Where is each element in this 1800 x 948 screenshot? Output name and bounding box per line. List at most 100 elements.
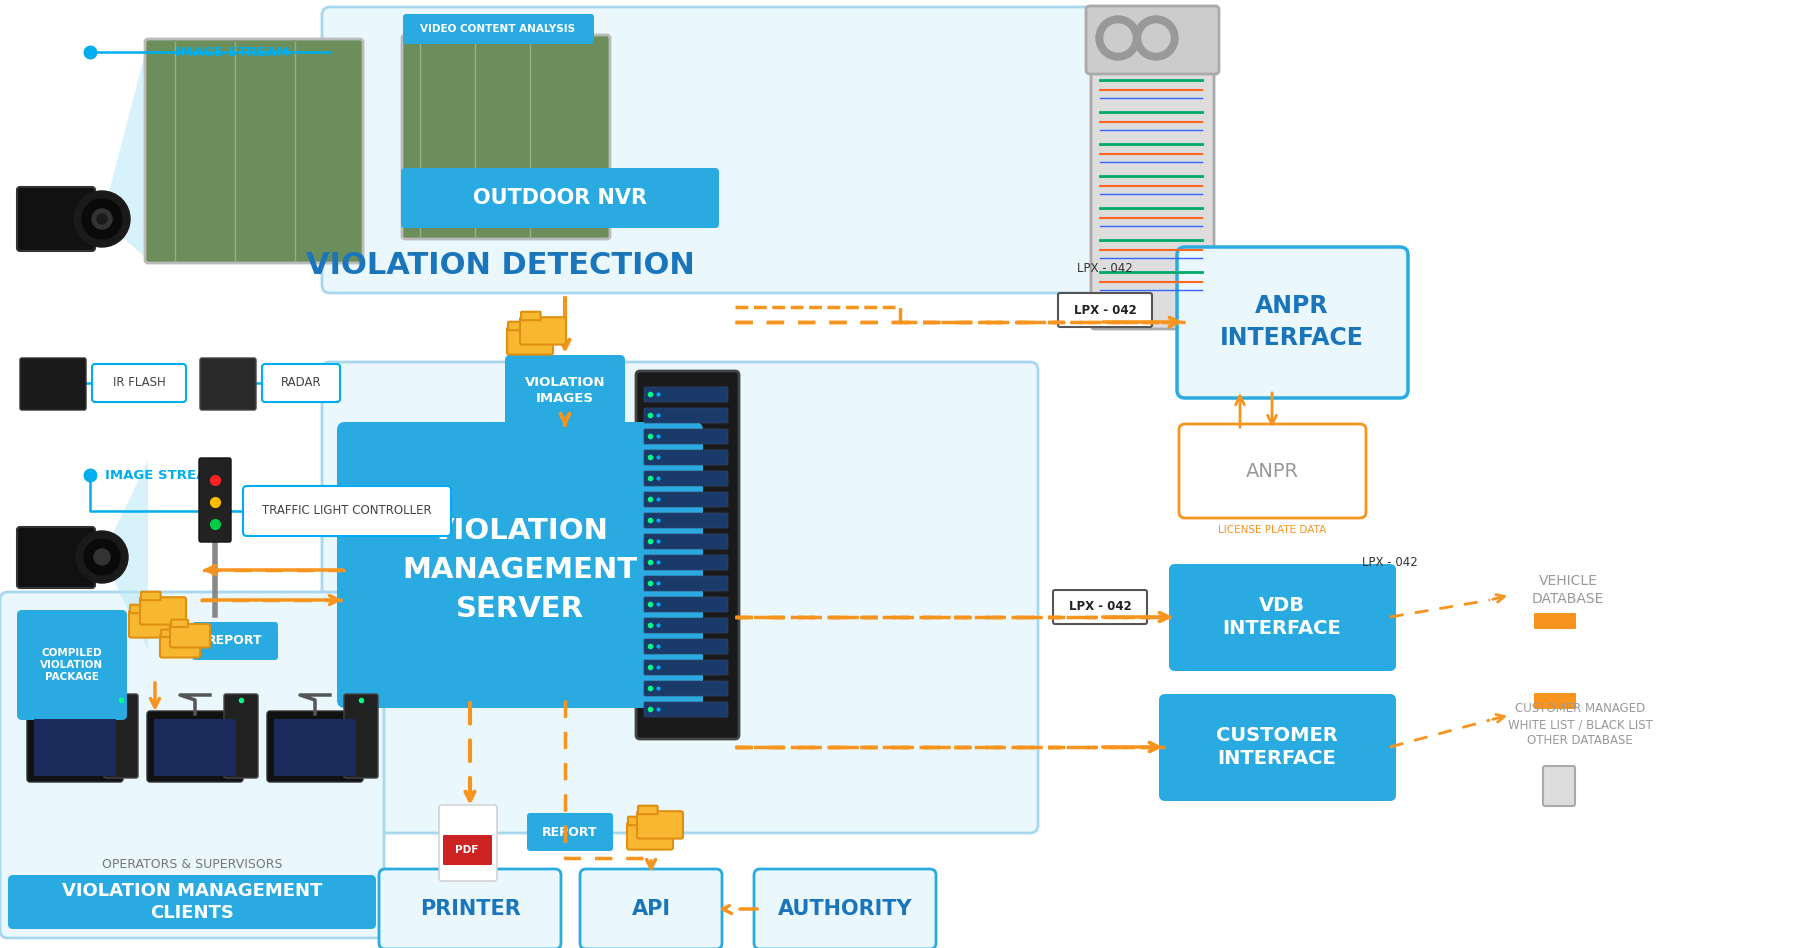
FancyBboxPatch shape — [148, 711, 243, 782]
FancyBboxPatch shape — [520, 312, 540, 320]
Polygon shape — [103, 460, 148, 650]
Circle shape — [85, 539, 121, 575]
FancyBboxPatch shape — [580, 869, 722, 948]
FancyBboxPatch shape — [7, 875, 376, 929]
Circle shape — [1134, 16, 1177, 60]
Circle shape — [94, 549, 110, 565]
FancyBboxPatch shape — [1179, 424, 1366, 518]
FancyBboxPatch shape — [527, 813, 614, 851]
Text: LPX - 042: LPX - 042 — [1363, 556, 1418, 569]
FancyBboxPatch shape — [146, 39, 364, 263]
FancyBboxPatch shape — [439, 805, 497, 881]
FancyBboxPatch shape — [403, 14, 594, 44]
Text: OUTDOOR NVR: OUTDOOR NVR — [473, 188, 646, 208]
Circle shape — [83, 199, 122, 239]
Text: REPORT: REPORT — [207, 634, 263, 647]
FancyBboxPatch shape — [508, 321, 527, 330]
FancyBboxPatch shape — [644, 702, 727, 717]
FancyBboxPatch shape — [266, 711, 364, 782]
Text: IMAGE STREAM: IMAGE STREAM — [104, 468, 220, 482]
FancyBboxPatch shape — [16, 187, 95, 251]
Text: COMPILED
VIOLATION
PACKAGE: COMPILED VIOLATION PACKAGE — [40, 648, 104, 682]
Text: VIOLATION DETECTION: VIOLATION DETECTION — [306, 250, 695, 280]
Text: VDB
INTERFACE: VDB INTERFACE — [1222, 595, 1341, 638]
Text: LICENSE PLATE DATA: LICENSE PLATE DATA — [1219, 525, 1327, 535]
FancyBboxPatch shape — [34, 719, 115, 776]
Circle shape — [97, 214, 106, 224]
FancyBboxPatch shape — [626, 822, 673, 849]
FancyBboxPatch shape — [644, 597, 727, 612]
FancyBboxPatch shape — [322, 362, 1039, 833]
Text: VIDEO CONTENT ANALYSIS: VIDEO CONTENT ANALYSIS — [421, 24, 576, 34]
FancyBboxPatch shape — [16, 527, 95, 588]
FancyBboxPatch shape — [506, 355, 625, 427]
Text: VIOLATION MANAGEMENT
CLIENTS: VIOLATION MANAGEMENT CLIENTS — [61, 882, 322, 922]
FancyBboxPatch shape — [337, 422, 704, 708]
FancyBboxPatch shape — [200, 358, 256, 410]
FancyBboxPatch shape — [104, 694, 139, 778]
FancyBboxPatch shape — [644, 471, 727, 486]
FancyBboxPatch shape — [1058, 293, 1152, 327]
FancyBboxPatch shape — [635, 371, 740, 739]
FancyBboxPatch shape — [155, 719, 236, 776]
FancyBboxPatch shape — [322, 7, 1129, 293]
FancyBboxPatch shape — [644, 639, 727, 654]
Text: VIOLATION
MANAGEMENT
SERVER: VIOLATION MANAGEMENT SERVER — [403, 517, 637, 623]
FancyBboxPatch shape — [644, 450, 727, 465]
Text: TRAFFIC LIGHT CONTROLLER: TRAFFIC LIGHT CONTROLLER — [263, 504, 432, 518]
Circle shape — [1141, 24, 1170, 52]
FancyBboxPatch shape — [1177, 247, 1408, 398]
FancyBboxPatch shape — [1085, 6, 1219, 74]
Text: ANPR
INTERFACE: ANPR INTERFACE — [1220, 294, 1364, 350]
FancyBboxPatch shape — [200, 458, 230, 542]
FancyBboxPatch shape — [193, 622, 277, 660]
FancyBboxPatch shape — [380, 869, 562, 948]
FancyBboxPatch shape — [644, 534, 727, 549]
FancyBboxPatch shape — [160, 629, 178, 637]
Text: IR FLASH: IR FLASH — [113, 376, 166, 390]
FancyBboxPatch shape — [644, 681, 727, 696]
FancyBboxPatch shape — [644, 387, 727, 402]
Text: PDF: PDF — [455, 845, 479, 855]
FancyBboxPatch shape — [344, 694, 378, 778]
FancyBboxPatch shape — [644, 618, 727, 633]
FancyBboxPatch shape — [644, 408, 727, 423]
FancyBboxPatch shape — [644, 492, 727, 507]
FancyBboxPatch shape — [1534, 693, 1577, 709]
FancyBboxPatch shape — [637, 806, 657, 814]
FancyBboxPatch shape — [1168, 564, 1397, 671]
Circle shape — [76, 531, 128, 583]
FancyBboxPatch shape — [443, 835, 491, 865]
Text: RADAR: RADAR — [281, 376, 322, 390]
FancyBboxPatch shape — [1159, 694, 1397, 801]
Text: VIOLATION
IMAGES: VIOLATION IMAGES — [526, 376, 605, 406]
FancyBboxPatch shape — [644, 576, 727, 591]
Circle shape — [1096, 16, 1139, 60]
FancyBboxPatch shape — [644, 513, 727, 528]
Circle shape — [92, 209, 112, 229]
FancyBboxPatch shape — [520, 318, 565, 345]
FancyBboxPatch shape — [754, 869, 936, 948]
FancyBboxPatch shape — [1091, 31, 1213, 329]
FancyBboxPatch shape — [401, 168, 718, 228]
Text: CUSTOMER
INTERFACE: CUSTOMER INTERFACE — [1217, 726, 1337, 768]
Text: CUSTOMER MANAGED
WHITE LIST / BLACK LIST
OTHER DATABASE: CUSTOMER MANAGED WHITE LIST / BLACK LIST… — [1508, 702, 1652, 748]
Text: AUTHORITY: AUTHORITY — [778, 899, 913, 919]
Text: LPX - 042: LPX - 042 — [1073, 303, 1136, 317]
FancyBboxPatch shape — [130, 611, 175, 638]
Text: LPX - 042: LPX - 042 — [1069, 600, 1132, 613]
Text: ANPR: ANPR — [1246, 462, 1298, 481]
Polygon shape — [103, 42, 148, 260]
FancyBboxPatch shape — [637, 811, 682, 839]
FancyBboxPatch shape — [92, 364, 185, 402]
FancyBboxPatch shape — [243, 486, 452, 536]
FancyBboxPatch shape — [171, 620, 189, 627]
Text: REPORT: REPORT — [542, 826, 598, 838]
FancyBboxPatch shape — [508, 327, 553, 355]
FancyBboxPatch shape — [20, 358, 86, 410]
FancyBboxPatch shape — [169, 624, 211, 647]
FancyBboxPatch shape — [1534, 613, 1577, 629]
FancyBboxPatch shape — [27, 711, 122, 782]
FancyBboxPatch shape — [628, 817, 648, 825]
FancyBboxPatch shape — [1053, 590, 1147, 624]
